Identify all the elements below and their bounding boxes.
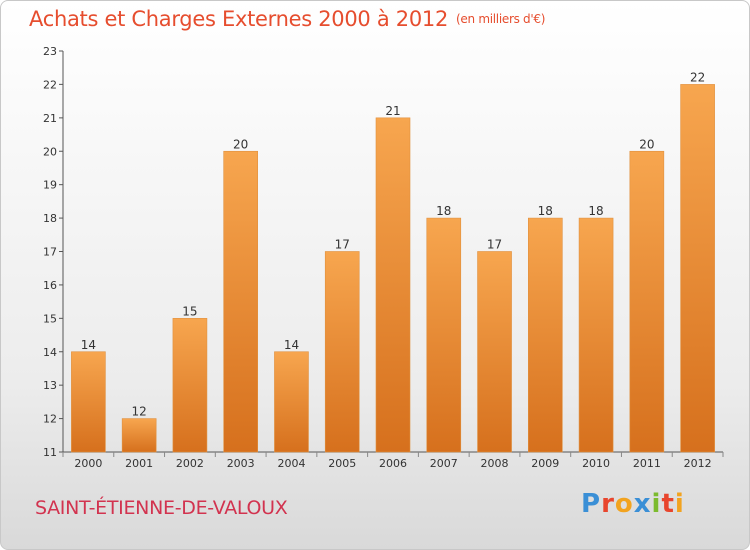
location-name: SAINT-ÉTIENNE-DE-VALOUX <box>35 497 288 519</box>
x-tick-label: 2002 <box>176 457 204 470</box>
chart-title-text: Achats et Charges Externes 2000 à 2012 <box>29 7 449 31</box>
bar-value-label: 15 <box>182 304 197 318</box>
y-tick-label: 14 <box>43 346 57 359</box>
bar-value-label: 20 <box>233 137 248 151</box>
bar-value-label: 18 <box>588 204 603 218</box>
bar <box>172 318 208 453</box>
bar <box>121 418 157 453</box>
y-tick-label: 11 <box>43 446 57 459</box>
y-tick-label: 20 <box>43 145 57 158</box>
logo-letter: r <box>601 489 615 519</box>
bar-value-label: 18 <box>436 204 451 218</box>
bar <box>71 351 106 453</box>
chart-axes: 11 12 13 14 15 16 17 18 19 20 21 22 23 2000 2001 2002 20… <box>43 45 724 470</box>
y-tick-label: 17 <box>43 246 57 259</box>
bar <box>477 251 512 453</box>
y-tick-label: 23 <box>43 45 57 58</box>
logo-letter: t <box>661 489 675 519</box>
y-tick-label: 21 <box>43 112 57 125</box>
bar-value-label: 14 <box>81 338 96 352</box>
y-tick-label: 22 <box>43 78 57 91</box>
x-tick-label: 2006 <box>379 457 407 470</box>
chart-subtitle: (en milliers d'€) <box>456 12 546 26</box>
bar <box>223 150 258 453</box>
logo-letter: o <box>614 489 634 519</box>
bar-value-label: 14 <box>284 338 299 352</box>
y-tick-label: 18 <box>43 212 57 225</box>
chart-title: Achats et Charges Externes 2000 à 2012 (e… <box>29 7 545 31</box>
x-tick-label: 2009 <box>531 457 559 470</box>
x-tick-label: 2005 <box>328 457 356 470</box>
x-tick-label: 2012 <box>684 457 712 470</box>
y-tick-label: 16 <box>43 279 57 292</box>
y-tick-label: 19 <box>43 179 57 192</box>
bar-value-label: 18 <box>538 204 553 218</box>
y-tick-label: 15 <box>43 312 57 325</box>
proxiti-logo: Proxiti <box>581 489 685 519</box>
logo-letter: x <box>633 489 652 519</box>
x-tick-label: 2004 <box>277 457 305 470</box>
bar-value-label: 17 <box>335 238 350 252</box>
bar <box>324 251 360 453</box>
bar <box>528 217 563 453</box>
logo-letter: i <box>674 489 685 519</box>
x-tick-label: 2001 <box>125 457 153 470</box>
bar <box>426 217 462 453</box>
bar-value-label: 17 <box>487 238 502 252</box>
bar-value-label: 12 <box>132 405 147 419</box>
x-tick-label: 2003 <box>227 457 255 470</box>
bar-value-label: 21 <box>385 104 400 118</box>
x-tick-label: 2000 <box>74 457 102 470</box>
bar <box>274 351 309 453</box>
y-tick-label: 13 <box>43 379 57 392</box>
x-tick-label: 2011 <box>633 457 661 470</box>
bar <box>680 84 715 453</box>
x-tick-label: 2007 <box>430 457 458 470</box>
logo-letter: P <box>581 489 602 519</box>
bar-value-label: 20 <box>639 137 654 151</box>
bar-value-label: 22 <box>690 70 705 84</box>
logo-letter: i <box>651 489 662 519</box>
chart-bars <box>71 84 715 453</box>
bar <box>629 150 665 453</box>
x-tick-label: 2010 <box>582 457 610 470</box>
chart-labels: 14 12 15 20 14 17 21 18 17 18 18 20 22 <box>81 70 706 418</box>
bar <box>578 217 614 453</box>
bar <box>375 117 411 453</box>
y-tick-label: 12 <box>43 413 57 426</box>
x-tick-label: 2008 <box>481 457 509 470</box>
